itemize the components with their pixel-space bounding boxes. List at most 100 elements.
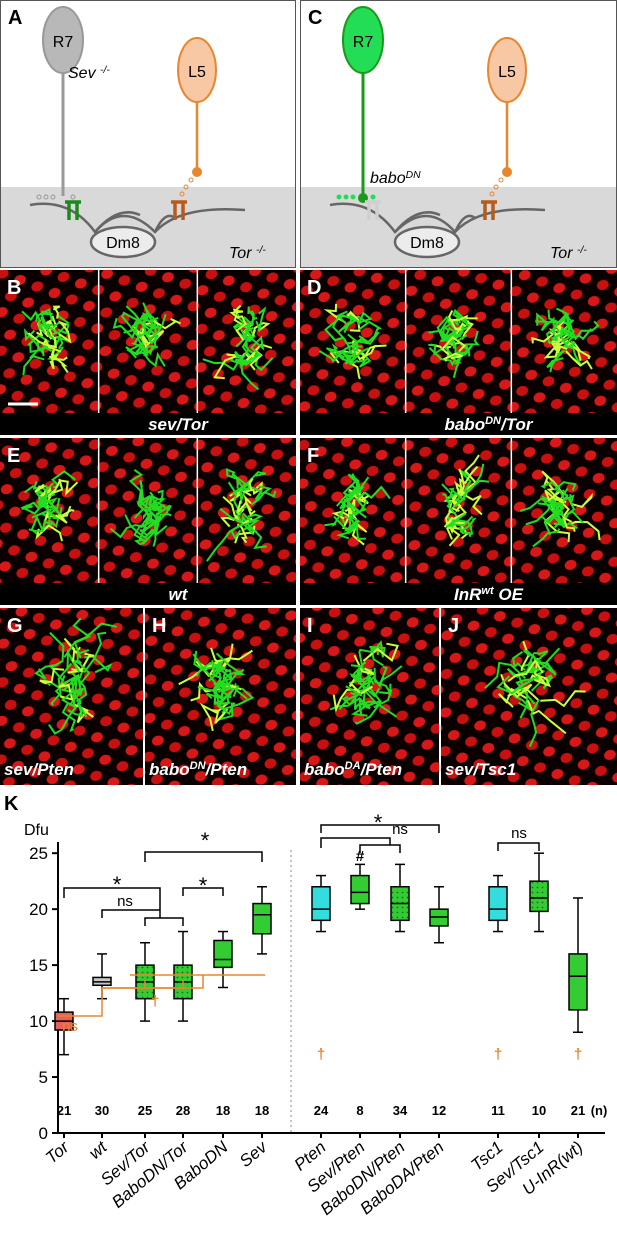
neuron-arbor xyxy=(570,492,593,509)
genotype-label: sev/Tsc1 xyxy=(445,760,516,779)
y-tick-label: 0 xyxy=(39,1124,48,1143)
neuron-arbor xyxy=(428,346,457,367)
neuron-arbor xyxy=(243,326,254,341)
neuron-arbor xyxy=(109,524,145,539)
annotation: ns xyxy=(392,821,408,838)
annotation: # xyxy=(356,848,365,865)
significance-bracket xyxy=(144,917,184,926)
neuron-arbor xyxy=(565,350,593,370)
label-bar xyxy=(0,413,296,435)
neuron-arbor xyxy=(52,321,70,335)
neuron-arbor xyxy=(212,682,232,699)
neuron-arbor xyxy=(430,343,452,358)
neuron-arbor xyxy=(355,521,366,540)
annotation: † xyxy=(494,1046,502,1063)
neuron-arbor xyxy=(50,662,73,706)
neuron-arbor xyxy=(484,661,526,689)
text-segment: OE xyxy=(494,585,524,604)
neuron-arbor xyxy=(458,468,465,499)
panel-letter: E xyxy=(7,445,20,467)
vesicle xyxy=(70,194,76,200)
neuron-arbor xyxy=(369,647,384,667)
annotation: † xyxy=(317,1046,325,1063)
neuron-arbor xyxy=(242,478,254,497)
neuron-arbor xyxy=(557,336,582,362)
genotype-label: Tor -/- xyxy=(550,245,587,263)
neuron-arbor xyxy=(536,312,555,326)
text-segment: -/- xyxy=(577,245,587,256)
genotype-label: sev/Pten xyxy=(4,760,74,779)
neuron-arbor xyxy=(213,687,255,711)
text-segment: -/- xyxy=(100,65,110,76)
neuron-arbor xyxy=(461,463,485,497)
text-segment: /Tor xyxy=(500,415,534,434)
neuron-arbor xyxy=(35,524,63,542)
neuron-arbor xyxy=(40,316,59,344)
dm8-label: Dm8 xyxy=(410,235,444,252)
neuron-arbor xyxy=(121,311,149,339)
neuron-arbor xyxy=(553,481,577,491)
panel-letter: H xyxy=(152,615,166,637)
y-tick-label: 10 xyxy=(29,1012,48,1031)
neuron-arbor xyxy=(455,334,471,357)
l5-cell xyxy=(177,37,217,103)
neuron-arbor xyxy=(205,675,225,700)
neuron-arbor xyxy=(252,321,271,336)
neuron-arbor xyxy=(229,304,244,320)
neuron-arbor xyxy=(192,653,226,682)
neuron-arbor xyxy=(523,649,554,674)
panel-letter: C xyxy=(308,7,322,29)
panel-letter: J xyxy=(448,615,459,637)
box xyxy=(350,874,370,905)
neuron-arbor xyxy=(138,480,145,504)
neuron-arbor xyxy=(318,350,350,363)
n-label: 28 xyxy=(176,1103,190,1118)
neuron-arbor xyxy=(150,504,165,513)
neuron-arbor xyxy=(21,310,41,330)
text-segment: InR xyxy=(454,585,482,604)
neuron-arbor xyxy=(69,649,90,673)
neuron-arbor xyxy=(507,683,533,698)
n-label: 18 xyxy=(255,1103,269,1118)
text-segment: sev/Tor xyxy=(148,415,209,434)
neuron-arbor xyxy=(544,489,565,504)
x-tick-label: wt xyxy=(85,1137,111,1163)
neuron-arbor xyxy=(128,468,144,503)
neuron-arbor xyxy=(528,699,540,747)
neuron-arbor xyxy=(335,310,359,327)
neuron-arbor xyxy=(533,650,549,665)
neuron-arbor xyxy=(464,454,480,491)
dm8-cell xyxy=(89,225,157,259)
l5-terminal xyxy=(502,167,512,177)
neuron-arbor xyxy=(356,485,391,500)
annotation: ns xyxy=(62,1018,78,1035)
neuron-arbor xyxy=(445,515,474,528)
neuron-arbor xyxy=(151,495,166,511)
neuron-arbor xyxy=(496,675,540,695)
receptor xyxy=(73,200,81,220)
neuron-arbor xyxy=(252,481,263,495)
neuron-arbor xyxy=(338,692,362,710)
r7-cell xyxy=(342,6,384,74)
neuron-arbor xyxy=(48,699,82,735)
neuron-arbor xyxy=(448,487,465,509)
receptor xyxy=(489,200,497,220)
vesicle xyxy=(350,194,356,200)
annotation: † xyxy=(151,993,159,1010)
text-segment: DN xyxy=(406,170,422,181)
neuron-arbor xyxy=(133,500,150,519)
y-tick-label: 15 xyxy=(29,956,48,975)
neuron-arbor xyxy=(236,500,253,515)
l5-cell xyxy=(487,37,527,103)
neuron-arbor xyxy=(147,515,160,526)
neuron-arbor xyxy=(465,494,483,516)
neuron-arbor xyxy=(540,690,586,708)
panel-letter: B xyxy=(7,277,21,299)
y-axis-title: Dfu xyxy=(24,822,49,839)
neuron-arbor xyxy=(356,349,372,368)
neuron-arbor xyxy=(324,504,347,527)
genotype-label: sev/Tor xyxy=(148,415,209,434)
text-segment: Tor xyxy=(550,245,577,262)
neuron-arbor xyxy=(561,510,584,524)
neuron-arbor xyxy=(72,617,91,659)
